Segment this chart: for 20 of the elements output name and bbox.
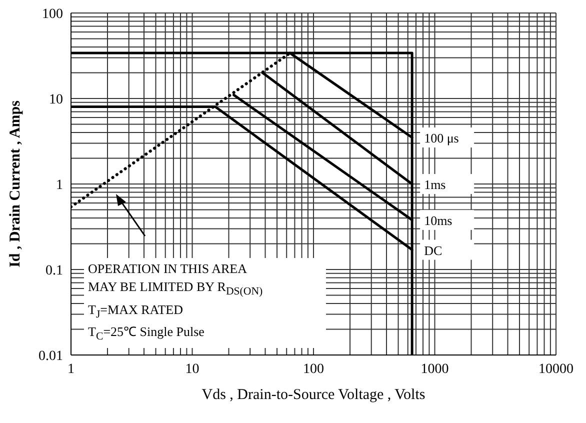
x-tick-label: 1 (68, 362, 74, 377)
series-label: 1ms (424, 177, 446, 192)
x-tick-label: 10000 (538, 362, 574, 377)
x-tick-label: 10 (185, 362, 200, 377)
x-tick-label: 1000 (420, 362, 449, 377)
y-tick-label: 0.01 (38, 348, 63, 364)
annotation: T$_{C}$=25℃ Single Pulse (88, 323, 206, 345)
annotation: MAY BE LIMITED BY R$_{DS(ON)}$ (88, 278, 264, 300)
y-tick-label: 1 (56, 178, 63, 193)
x-tick-label: 100 (303, 362, 324, 377)
series-label: 100 μs (424, 130, 459, 146)
annotation: OPERATION IN THIS AREA (88, 260, 248, 278)
series-label: 10ms (424, 212, 452, 228)
annotation: T$_{J}$=MAX RATED (88, 300, 184, 322)
y-axis-title: Id , Drain Current , Amps (7, 100, 24, 268)
series-label: DC (424, 242, 442, 258)
y-tick-label: 10 (49, 92, 63, 108)
y-tick-label: 100 (42, 6, 63, 22)
x-axis-title: Vds , Drain-to-Source Voltage , Volts (202, 387, 426, 403)
y-tick-label: 0.1 (46, 263, 63, 278)
